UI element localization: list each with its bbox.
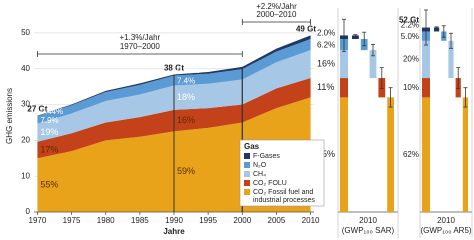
period-rate: +1.3%/Jahr	[120, 33, 161, 42]
legend: Gas F-Gases N₂O CH₄ CO₂ FOLU CO₂ Fossil fuel …	[239, 139, 325, 207]
x-tick-label: 1970	[29, 216, 47, 225]
share-label: 2.2%	[401, 21, 419, 30]
legend-swatch	[244, 153, 250, 159]
legend-label: F-Gases	[253, 153, 280, 160]
share-label: 10%	[403, 83, 419, 92]
panel-title: (GWP₁₀₀ AR5)	[420, 226, 471, 235]
share-label: 11%	[317, 82, 334, 92]
share-label: 18%	[177, 92, 195, 102]
total-label: 27 Gt	[27, 105, 47, 114]
panel-title: 2010	[437, 216, 455, 225]
legend-label: CO₂ FOLU	[253, 180, 287, 187]
share-label: 6.2%	[317, 41, 335, 50]
legend-label: CO₂ Fossil fuel and industrial processes	[253, 189, 315, 204]
total-label: 38 Gt	[164, 64, 184, 73]
share-label: 7.4%	[177, 77, 195, 86]
share-label: 16%	[317, 58, 335, 68]
legend-label: CH₄	[253, 171, 266, 178]
gas-bar	[462, 97, 468, 212]
x-tick-label: 1990	[165, 216, 183, 225]
x-tick-label: 2005	[268, 216, 286, 225]
x-tick-label: 1985	[131, 216, 149, 225]
share-label: 0.44%	[40, 107, 63, 116]
stack-segment	[422, 40, 430, 79]
share-label: 20%	[403, 55, 419, 64]
share-label: 59%	[177, 166, 195, 176]
share-label: 5.0%	[401, 32, 419, 41]
y-tick-label: 40	[21, 64, 30, 73]
x-tick-label: 2010	[302, 216, 320, 225]
period-label: 2000–2010	[256, 10, 297, 19]
legend-swatch	[244, 180, 250, 186]
stack-segment	[340, 97, 348, 212]
gas-bar	[369, 50, 377, 79]
legend-title: Gas	[244, 142, 260, 151]
y-tick-label: 50	[21, 28, 30, 37]
total-label: 52 Gt	[399, 16, 419, 25]
x-tick-label: 1975	[63, 216, 81, 225]
gas-bar	[387, 97, 394, 212]
share-label: 7.9%	[40, 116, 58, 125]
y-tick-label: 30	[21, 100, 30, 109]
stack-segment	[422, 78, 430, 98]
share-label: 62%	[403, 150, 419, 159]
period-label: 1970–2000	[120, 42, 161, 51]
panel-title: 2010	[359, 216, 377, 225]
legend-label: N₂O	[253, 162, 267, 169]
gas-bar	[448, 40, 454, 79]
x-axis-label: Jahre	[163, 227, 185, 236]
panel-title: (GWP₁₀₀ SAR)	[342, 226, 395, 235]
x-tick-label: 1995	[199, 216, 217, 225]
share-label: 2.0%	[317, 28, 335, 37]
stack-segment	[422, 97, 430, 212]
x-tick-label: 1980	[97, 216, 115, 225]
stack-segment	[340, 78, 348, 98]
stack-segment	[340, 50, 348, 79]
x-tick-label: 2000	[233, 216, 251, 225]
gas-bar	[352, 35, 359, 39]
y-axis-label: GHG emissions	[5, 88, 14, 144]
legend-swatch	[244, 189, 250, 195]
legend-label-line: industrial processes	[253, 197, 315, 204]
share-label: 55%	[40, 180, 58, 190]
period-rate: +2.2%/Jahr	[256, 2, 297, 11]
legend-swatch	[244, 171, 250, 177]
legend-box	[239, 139, 325, 207]
y-tick-label: 20	[21, 135, 30, 144]
share-label: 17%	[40, 144, 58, 154]
share-label: 65%	[317, 149, 335, 159]
share-label: 0.81%	[177, 66, 200, 75]
share-label: 19%	[40, 127, 58, 137]
share-label: 16%	[177, 115, 195, 125]
legend-swatch	[244, 162, 250, 168]
gas-bar	[434, 27, 440, 32]
y-tick-label: 0	[26, 207, 31, 216]
legend-label-line: CO₂ Fossil fuel and	[253, 189, 313, 196]
total-label: 49 Gt	[296, 25, 316, 34]
y-tick-label: 10	[21, 171, 30, 180]
